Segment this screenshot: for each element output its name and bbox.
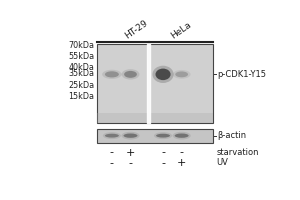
- Ellipse shape: [152, 66, 174, 83]
- Ellipse shape: [105, 71, 119, 77]
- Ellipse shape: [122, 69, 140, 80]
- Ellipse shape: [105, 134, 119, 138]
- Text: HeLa: HeLa: [169, 20, 193, 40]
- Ellipse shape: [175, 133, 189, 138]
- Ellipse shape: [173, 70, 190, 79]
- Ellipse shape: [124, 133, 137, 138]
- Text: HT-29: HT-29: [124, 18, 150, 40]
- Text: -: -: [128, 158, 133, 168]
- Text: -: -: [161, 148, 165, 158]
- Text: 15kDa: 15kDa: [68, 92, 94, 101]
- Text: UV: UV: [217, 158, 228, 167]
- Text: -: -: [110, 148, 114, 158]
- Text: -: -: [110, 158, 114, 168]
- Ellipse shape: [124, 71, 137, 78]
- Text: +: +: [126, 148, 135, 158]
- Ellipse shape: [154, 132, 172, 139]
- Bar: [97, 129, 213, 143]
- Ellipse shape: [156, 134, 170, 138]
- Bar: [97, 44, 213, 123]
- Text: 35kDa: 35kDa: [68, 69, 94, 78]
- Ellipse shape: [155, 69, 171, 80]
- Ellipse shape: [102, 70, 122, 79]
- Text: +: +: [177, 158, 186, 168]
- Text: p-CDK1-Y15: p-CDK1-Y15: [217, 70, 266, 79]
- Text: 55kDa: 55kDa: [68, 52, 94, 61]
- Bar: [97, 113, 213, 123]
- Ellipse shape: [103, 132, 121, 139]
- Text: -: -: [161, 158, 165, 168]
- Text: 40kDa: 40kDa: [69, 63, 94, 72]
- Text: 25kDa: 25kDa: [68, 81, 94, 90]
- Ellipse shape: [122, 132, 140, 140]
- Ellipse shape: [172, 132, 191, 140]
- Text: 70kDa: 70kDa: [68, 41, 94, 50]
- Ellipse shape: [175, 71, 188, 77]
- Text: starvation: starvation: [217, 148, 259, 157]
- Text: β-actin: β-actin: [217, 131, 246, 140]
- Text: -: -: [180, 148, 184, 158]
